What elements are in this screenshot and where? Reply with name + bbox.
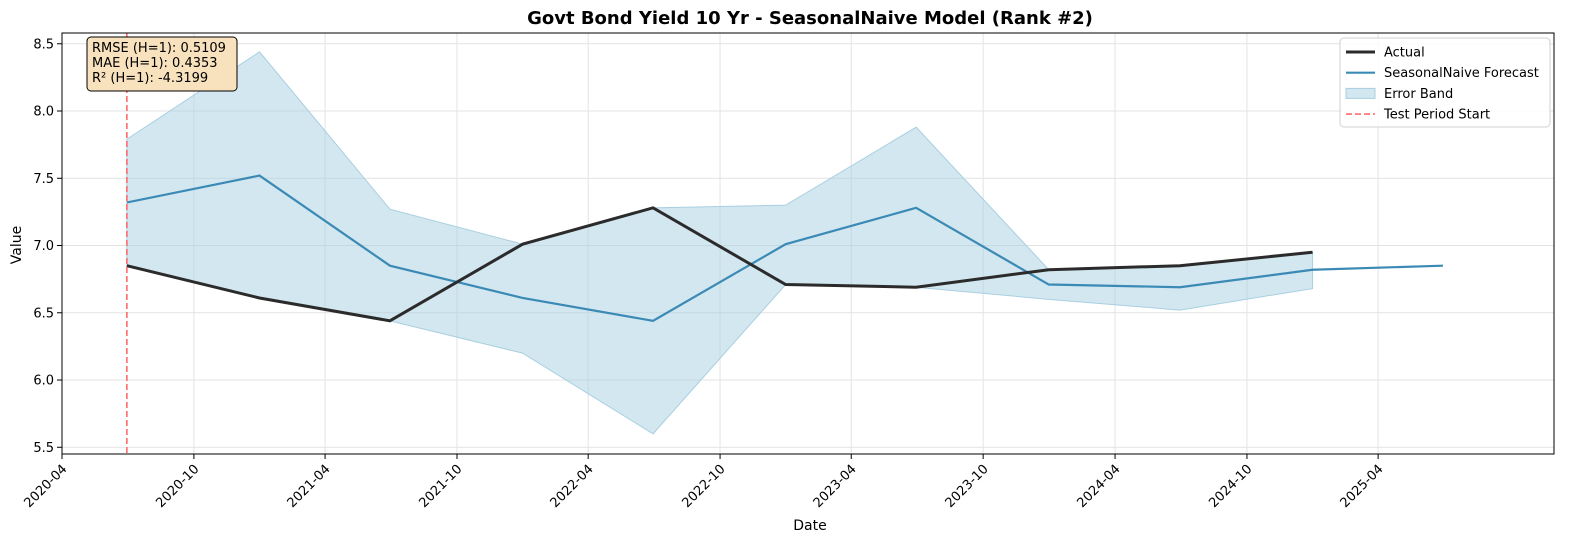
x-tick-label: 2024-10 [1206, 462, 1255, 511]
series-layer [126, 33, 1444, 454]
y-tick-label: 6.5 [33, 306, 54, 321]
y-tick-label: 7.0 [33, 239, 54, 254]
x-tick-label: 2022-10 [680, 462, 729, 511]
y-axis-label: Value [9, 226, 25, 264]
x-tick-label: 2021-10 [416, 462, 465, 511]
legend-frame [1339, 37, 1551, 128]
legend-label: Test Period Start [1383, 108, 1490, 123]
legend-band-swatch [1345, 87, 1376, 99]
metric-text: RMSE (H=1): 0.5109 [92, 41, 226, 56]
x-tick-label: 2020-04 [21, 462, 70, 511]
y-tick-label: 7.5 [33, 172, 54, 187]
legend-label: Actual [1384, 46, 1425, 61]
legend-label: Error Band [1384, 87, 1453, 102]
x-tick-label: 2021-04 [285, 462, 334, 511]
metric-text: MAE (H=1): 0.4353 [92, 56, 218, 71]
y-tick-label: 8.5 [33, 37, 54, 52]
x-tick-label: 2023-04 [811, 462, 860, 511]
forecast-series-line [126, 174, 1444, 322]
y-tick-label: 5.5 [33, 441, 54, 456]
legend-label: SeasonalNaive Forecast [1384, 66, 1539, 81]
x-tick-label: 2025-04 [1338, 462, 1387, 511]
actual-series-line [126, 206, 1313, 323]
legend: Actual SeasonalNaive Forecast Error Band Te… [1339, 37, 1551, 128]
x-tick-label: 2020-10 [153, 462, 202, 511]
x-tick-label: 2022-04 [548, 462, 597, 511]
metric-text: R² (H=1): -4.3199 [92, 71, 208, 86]
metrics-box-background [86, 36, 238, 92]
y-tick-label: 8.0 [33, 105, 54, 120]
plot-frame [61, 32, 1555, 455]
x-tick-label: 2023-10 [943, 462, 992, 511]
chart-title: Govt Bond Yield 10 Yr - SeasonalNaive Mo… [527, 8, 1093, 29]
y-tick-label: 6.0 [33, 374, 54, 389]
x-tick-label: 2024-04 [1075, 462, 1124, 511]
x-axis-label: Date [793, 518, 826, 534]
